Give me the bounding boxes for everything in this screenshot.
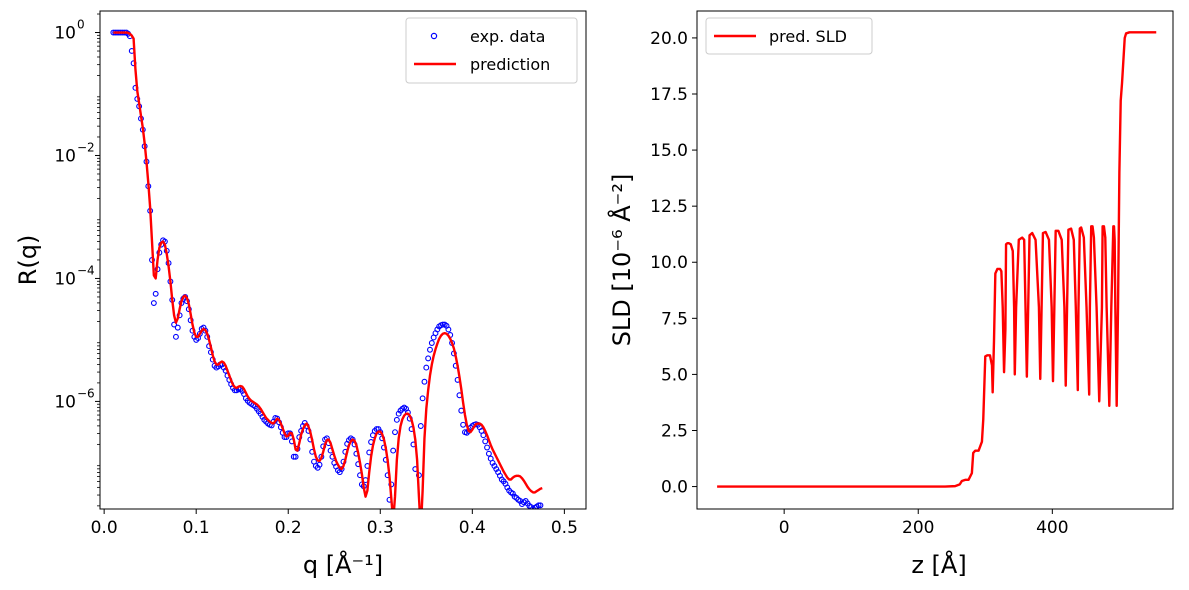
legend-label-prediction: prediction xyxy=(470,55,550,74)
exp-data-point xyxy=(419,395,426,402)
exp-data-point xyxy=(373,426,380,433)
exp-data-point xyxy=(196,330,203,337)
exp-data-point xyxy=(427,346,433,353)
exp-data-point xyxy=(152,290,159,297)
y-tick-label: 10.0 xyxy=(650,253,688,273)
exp-data-point xyxy=(428,340,435,346)
exp-data-point xyxy=(292,453,299,460)
exp-data-point xyxy=(445,326,452,333)
x-tick-label: 200 xyxy=(902,518,934,538)
left-y-axis-label: R(q) xyxy=(14,235,42,286)
exp-data-point xyxy=(535,502,542,509)
x-tick-label: 0 xyxy=(779,518,790,538)
exp-data-point xyxy=(423,364,430,371)
exp-data-point xyxy=(338,466,345,472)
exp-data-point xyxy=(485,450,492,457)
left-x-ticks: 0.0 0.1 0.2 0.3 0.4 0.5 xyxy=(91,509,578,538)
legend-marker-exp-data xyxy=(430,32,438,40)
x-tick-label: 400 xyxy=(1036,518,1068,538)
exp-data-point xyxy=(417,423,424,429)
exp-data-point xyxy=(460,421,467,428)
y-tick-label: 15.0 xyxy=(650,141,688,161)
exp-data-point xyxy=(421,378,428,385)
right-y-ticks: 0.0 2.5 5.0 7.5 10.0 12.5 15.0 17.5 20.0 xyxy=(650,29,697,498)
y-tick-label: 10 xyxy=(54,24,76,44)
pred-sld-line xyxy=(717,31,1157,488)
x-tick-label: 0.3 xyxy=(367,518,394,538)
x-tick-label: 0.4 xyxy=(459,518,486,538)
left-x-axis-label: q [Å⁻¹] xyxy=(303,550,383,579)
y-tick-label: 5.0 xyxy=(661,365,688,385)
right-plot-frame xyxy=(696,10,1174,510)
exp-data-point xyxy=(390,447,397,454)
x-tick-label: 0.5 xyxy=(551,518,578,538)
y-tick-label: 10 xyxy=(54,392,76,412)
right-legend: pred. SLD xyxy=(705,17,873,55)
y-tick-label: 10 xyxy=(54,146,76,166)
y-tick-label: 12.5 xyxy=(650,197,688,217)
exp-data-point xyxy=(392,429,398,436)
exp-data-point xyxy=(484,444,490,451)
exp-data-point xyxy=(537,502,544,509)
left-legend-box xyxy=(405,17,578,84)
y-tick-label: 7.5 xyxy=(661,309,688,329)
x-tick-label: 0.0 xyxy=(91,518,118,538)
y-tick-exponent: −2 xyxy=(77,140,95,154)
exp-data-point xyxy=(439,321,446,328)
legend-label-exp-data: exp. data xyxy=(470,27,545,46)
x-tick-label: 0.2 xyxy=(275,518,302,538)
right-x-ticks: 0 200 400 xyxy=(779,509,1069,538)
x-tick-label: 0.1 xyxy=(183,518,210,538)
sld-line-group xyxy=(717,31,1157,488)
exp-data-point xyxy=(150,300,157,306)
exp-data-point xyxy=(482,438,489,445)
exp-data-point xyxy=(425,355,432,362)
y-tick-exponent: 0 xyxy=(77,18,85,32)
right-y-axis-label: SLD [10⁻⁶ Å⁻²] xyxy=(607,174,636,347)
right-panel: 0 200 400 0.0 2.5 5.0 7.5 10.0 12.5 15.0 17.5 20.0… xyxy=(607,10,1174,579)
y-tick-label: 10 xyxy=(54,269,76,289)
exp-data-point xyxy=(174,324,181,331)
exp-data-point xyxy=(316,461,323,468)
y-tick-label: 2.5 xyxy=(661,421,688,441)
right-legend-box xyxy=(705,17,873,55)
left-legend: exp. data prediction xyxy=(405,17,578,84)
prediction-line-group xyxy=(113,31,543,509)
legend-label-pred-sld: pred. SLD xyxy=(769,27,847,46)
y-tick-label: 17.5 xyxy=(650,85,688,105)
exp-data-point xyxy=(349,436,356,443)
exp-data-point xyxy=(172,333,179,340)
y-tick-exponent: −4 xyxy=(77,263,95,277)
exp-data-point xyxy=(171,321,178,328)
prediction-line xyxy=(113,31,543,509)
exp-data-point xyxy=(393,416,400,423)
y-tick-exponent: −6 xyxy=(77,386,95,400)
y-tick-label: 20.0 xyxy=(650,29,688,49)
right-x-axis-label: z [Å] xyxy=(911,550,966,579)
y-tick-label: 0.0 xyxy=(661,478,688,498)
exp-data-point xyxy=(290,453,297,460)
